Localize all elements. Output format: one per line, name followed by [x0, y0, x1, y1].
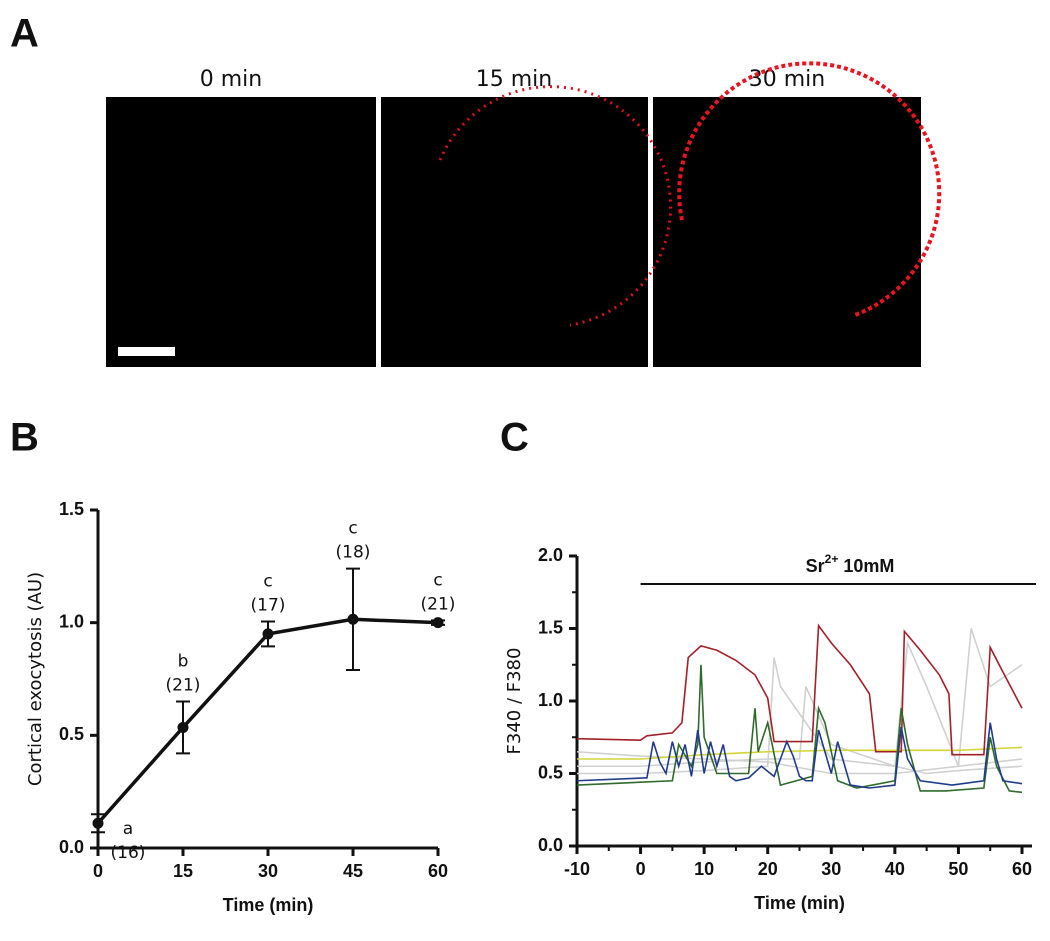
y-tick-label: 0.5 [538, 762, 563, 782]
x-tick-label: 45 [343, 861, 363, 881]
x-tick-label: 0 [93, 861, 103, 881]
point [177, 721, 189, 733]
image [106, 97, 376, 367]
annotation: Sr2+ 10mM [806, 552, 895, 576]
trace [577, 639, 1023, 775]
fluorescence [677, 61, 942, 317]
trace [576, 664, 1023, 794]
annotation-part: 2+ [825, 552, 839, 566]
group-label: c [433, 570, 442, 590]
y-tick-label: 1.0 [59, 611, 84, 631]
y-tick-label: 1.0 [538, 690, 563, 710]
x-tick-label: 30 [258, 861, 278, 881]
n-label: (18) [336, 543, 371, 563]
annotation-part: 10mM [838, 556, 894, 576]
group-label: c [348, 519, 357, 539]
n-label: (21) [421, 594, 456, 614]
point [432, 617, 444, 629]
panel-label: B [10, 416, 39, 460]
line [96, 617, 439, 825]
fluorescence [438, 85, 673, 327]
x-tick-label: 20 [758, 859, 778, 879]
y-tick-label: 0.0 [59, 837, 84, 857]
group-label: a [123, 819, 133, 839]
x-axis-label: Time (min) [754, 893, 845, 913]
image-title: 30 min [749, 67, 825, 92]
micrographs: 0 min 15 min 30 min [106, 61, 942, 367]
x-tick-label: 60 [1012, 859, 1032, 879]
x-tick-label: 40 [885, 859, 905, 879]
group-label: b [178, 652, 189, 672]
image-title: 15 min [476, 67, 552, 92]
image-title: 0 min [200, 67, 262, 92]
y-tick-label: 1.5 [538, 617, 563, 637]
point [262, 628, 274, 640]
y-tick-label: 2.0 [538, 545, 563, 565]
point [92, 817, 104, 829]
annotation-part: Sr [806, 556, 825, 576]
x-tick-label: -10 [564, 859, 590, 879]
panel-label: C [500, 416, 529, 460]
n-label: (16) [111, 843, 146, 863]
y-axis-label: Cortical exocytosis (AU) [25, 572, 46, 786]
trace [576, 623, 1023, 756]
y-tick-label: 1.5 [59, 499, 84, 519]
point [347, 613, 359, 625]
y-tick-label: 0.0 [538, 835, 563, 855]
trace [576, 722, 1023, 789]
image [381, 97, 648, 367]
x-tick-label: 15 [173, 861, 193, 881]
panel-label: A [10, 12, 39, 56]
y-axis-label: F340 / F380 [504, 648, 525, 755]
group-label: c [263, 572, 272, 592]
y-tick-label: 0.5 [59, 724, 84, 744]
n-label: (21) [166, 676, 201, 696]
x-tick-label: 60 [428, 861, 448, 881]
x-tick-label: 0 [636, 859, 646, 879]
scale-bar [118, 347, 175, 356]
x-axis-label: Time (min) [223, 895, 314, 915]
x-tick-label: 30 [821, 859, 841, 879]
x-tick-label: 10 [694, 859, 714, 879]
trace [577, 686, 1023, 775]
n-label: (17) [251, 596, 286, 616]
image [653, 97, 921, 367]
x-tick-label: 50 [948, 859, 968, 879]
